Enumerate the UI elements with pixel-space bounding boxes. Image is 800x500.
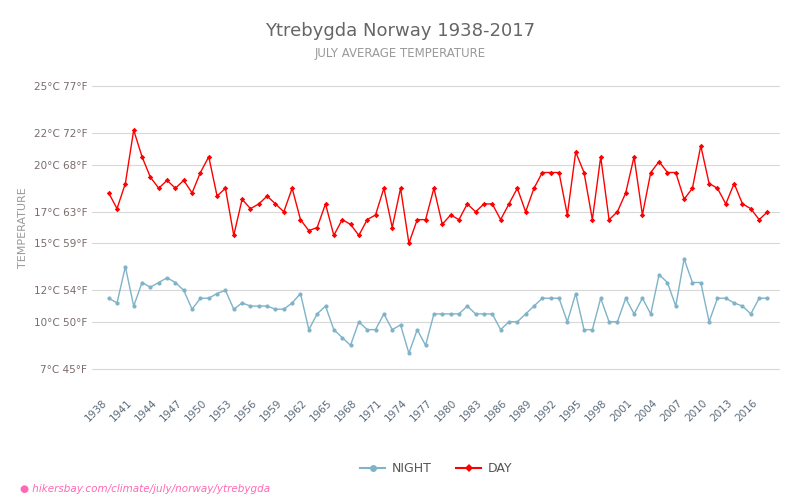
DAY — [413, 216, 422, 222]
Text: ● hikersbay.com/climate/july/norway/ytrebygda: ● hikersbay.com/climate/july/norway/ytre… — [20, 484, 270, 494]
DAY — [571, 149, 581, 155]
NIGHT — [513, 319, 522, 325]
NIGHT — [704, 319, 714, 325]
NIGHT — [762, 295, 772, 301]
DAY — [129, 127, 138, 133]
NIGHT — [538, 295, 547, 301]
NIGHT — [104, 295, 114, 301]
Y-axis label: TEMPERATURE: TEMPERATURE — [18, 187, 28, 268]
NIGHT — [562, 319, 572, 325]
DAY — [762, 209, 772, 215]
Legend: NIGHT, DAY: NIGHT, DAY — [355, 458, 517, 480]
Text: JULY AVERAGE TEMPERATURE: JULY AVERAGE TEMPERATURE — [314, 48, 486, 60]
DAY — [704, 180, 714, 186]
NIGHT — [396, 322, 406, 328]
DAY — [104, 190, 114, 196]
Line: DAY: DAY — [106, 128, 770, 245]
NIGHT — [404, 350, 414, 356]
DAY — [513, 185, 522, 191]
Text: Ytrebygda Norway 1938-2017: Ytrebygda Norway 1938-2017 — [265, 22, 535, 40]
Line: NIGHT: NIGHT — [106, 257, 770, 356]
DAY — [404, 240, 414, 246]
NIGHT — [679, 256, 689, 262]
NIGHT — [504, 319, 514, 325]
DAY — [521, 209, 530, 215]
DAY — [546, 170, 555, 175]
